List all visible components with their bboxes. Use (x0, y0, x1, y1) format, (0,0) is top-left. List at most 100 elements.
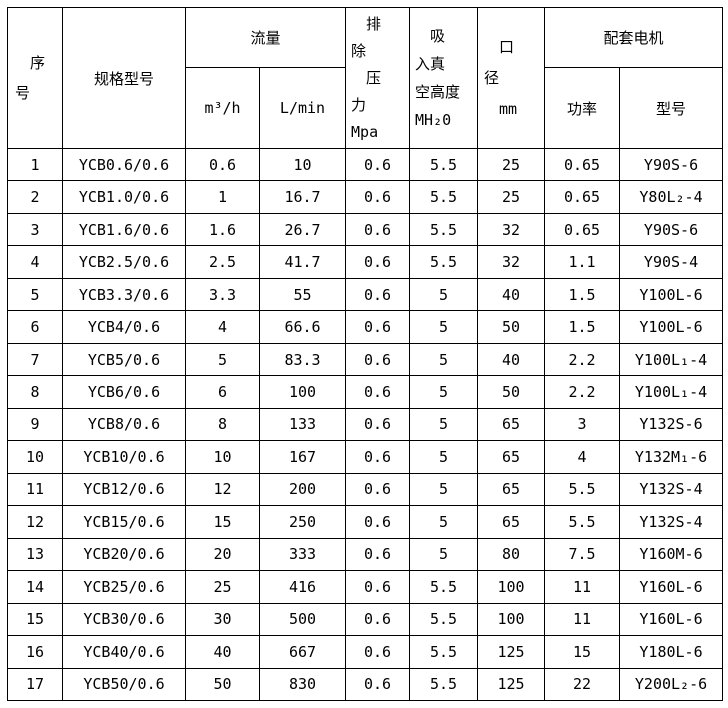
cell-power: 2.2 (544, 375, 621, 409)
cell-seq: 1 (7, 147, 63, 182)
cell-model: YCB10/0.6 (62, 440, 186, 474)
cell-suction: 5.5 (409, 147, 479, 182)
cell-suction: 5 (409, 440, 479, 474)
cell-power: 5.5 (544, 472, 621, 507)
cell-power: 22 (544, 667, 621, 701)
cell-flow-m3h: 40 (185, 635, 260, 669)
pump-spec-table: 序 号 规格型号 流量 排 除 压 力 Mpa 吸 入真 空高度 MH₂0 口 … (7, 7, 724, 701)
cell-motor-model: Y80L₂-4 (619, 180, 724, 214)
header-pressure: 排 除 压 力 Mpa (345, 7, 411, 149)
cell-suction: 5 (409, 310, 479, 344)
cell-model: YCB0.6/0.6 (62, 147, 186, 182)
cell-seq: 3 (7, 212, 63, 247)
table-row: 1 YCB0.6/0.6 0.6 10 0.6 5.5 25 0.65 Y90S-6 (7, 147, 724, 182)
cell-pressure: 0.6 (345, 212, 411, 247)
cell-model: YCB25/0.6 (62, 570, 186, 604)
cell-power: 0.65 (544, 212, 621, 247)
cell-diameter: 32 (477, 212, 546, 247)
cell-model: YCB30/0.6 (62, 602, 186, 637)
cell-flow-m3h: 10 (185, 440, 260, 474)
cell-diameter: 125 (477, 667, 546, 701)
cell-power: 4 (544, 440, 621, 474)
cell-flow-m3h: 1 (185, 180, 260, 214)
cell-power: 11 (544, 602, 621, 637)
cell-suction: 5.5 (409, 212, 479, 247)
table-row: 5 YCB3.3/0.6 3.3 55 0.6 5 40 1.5 Y100L-6 (7, 277, 724, 312)
cell-flow-lmin: 133 (258, 407, 347, 442)
cell-diameter: 65 (477, 505, 546, 539)
cell-model: YCB40/0.6 (62, 635, 186, 669)
cell-flow-lmin: 26.7 (258, 212, 347, 247)
cell-pressure: 0.6 (345, 180, 411, 214)
cell-flow-lmin: 333 (258, 537, 347, 572)
cell-seq: 15 (7, 602, 63, 637)
cell-flow-m3h: 0.6 (185, 147, 260, 182)
cell-power: 2.2 (544, 342, 621, 377)
header-motor-power: 功率 (544, 67, 621, 149)
cell-seq: 12 (7, 505, 63, 539)
cell-seq: 13 (7, 537, 63, 572)
cell-motor-model: Y132S-6 (619, 407, 724, 442)
cell-suction: 5 (409, 407, 479, 442)
cell-pressure: 0.6 (345, 277, 411, 312)
cell-motor-model: Y200L₂-6 (619, 667, 724, 701)
cell-diameter: 100 (477, 602, 546, 637)
cell-diameter: 40 (477, 342, 546, 377)
cell-seq: 17 (7, 667, 63, 701)
cell-suction: 5.5 (409, 667, 479, 701)
cell-seq: 16 (7, 635, 63, 669)
cell-pressure: 0.6 (345, 667, 411, 701)
header-flow-m3h: m³/h (185, 67, 260, 149)
cell-power: 11 (544, 570, 621, 604)
cell-flow-m3h: 15 (185, 505, 260, 539)
cell-model: YCB15/0.6 (62, 505, 186, 539)
cell-pressure: 0.6 (345, 245, 411, 279)
cell-power: 1.5 (544, 277, 621, 312)
cell-power: 0.65 (544, 147, 621, 182)
table-body: 1 YCB0.6/0.6 0.6 10 0.6 5.5 25 0.65 Y90S-6 2 YCB1.… (7, 147, 724, 701)
cell-model: YCB3.3/0.6 (62, 277, 186, 312)
cell-model: YCB12/0.6 (62, 472, 186, 507)
cell-flow-m3h: 8 (185, 407, 260, 442)
table-row: 12 YCB15/0.6 15 250 0.6 5 65 5.5 Y132S-4 (7, 505, 724, 539)
cell-diameter: 50 (477, 310, 546, 344)
cell-pressure: 0.6 (345, 537, 411, 572)
cell-seq: 5 (7, 277, 63, 312)
cell-flow-lmin: 416 (258, 570, 347, 604)
cell-pressure: 0.6 (345, 375, 411, 409)
cell-pressure: 0.6 (345, 505, 411, 539)
cell-suction: 5 (409, 505, 479, 539)
cell-power: 0.65 (544, 180, 621, 214)
cell-diameter: 125 (477, 635, 546, 669)
table-row: 8 YCB6/0.6 6 100 0.6 5 50 2.2 Y100L₁-4 (7, 375, 724, 409)
header-row-1: 序 号 规格型号 流量 排 除 压 力 Mpa 吸 入真 空高度 MH₂0 口 … (7, 7, 724, 149)
cell-diameter: 65 (477, 472, 546, 507)
cell-suction: 5 (409, 472, 479, 507)
table-row: 9 YCB8/0.6 8 133 0.6 5 65 3 Y132S-6 (7, 407, 724, 442)
cell-seq: 11 (7, 472, 63, 507)
cell-model: YCB20/0.6 (62, 537, 186, 572)
cell-flow-m3h: 20 (185, 537, 260, 572)
cell-pressure: 0.6 (345, 570, 411, 604)
cell-motor-model: Y100L₁-4 (619, 375, 724, 409)
table-row: 13 YCB20/0.6 20 333 0.6 5 80 7.5 Y160M-6 (7, 537, 724, 572)
cell-diameter: 25 (477, 147, 546, 182)
cell-motor-model: Y160L-6 (619, 602, 724, 637)
cell-motor-model: Y90S-6 (619, 147, 724, 182)
cell-diameter: 100 (477, 570, 546, 604)
table-row: 2 YCB1.0/0.6 1 16.7 0.6 5.5 25 0.65 Y80L₂-4 (7, 180, 724, 214)
cell-power: 1.1 (544, 245, 621, 279)
cell-model: YCB1.6/0.6 (62, 212, 186, 247)
cell-flow-lmin: 16.7 (258, 180, 347, 214)
cell-flow-m3h: 50 (185, 667, 260, 701)
cell-suction: 5 (409, 342, 479, 377)
cell-motor-model: Y90S-4 (619, 245, 724, 279)
cell-flow-m3h: 30 (185, 602, 260, 637)
cell-motor-model: Y100L-6 (619, 310, 724, 344)
table-row: 14 YCB25/0.6 25 416 0.6 5.5 100 11 Y160L-6 (7, 570, 724, 604)
cell-suction: 5.5 (409, 180, 479, 214)
cell-flow-m3h: 12 (185, 472, 260, 507)
cell-seq: 8 (7, 375, 63, 409)
cell-suction: 5 (409, 537, 479, 572)
